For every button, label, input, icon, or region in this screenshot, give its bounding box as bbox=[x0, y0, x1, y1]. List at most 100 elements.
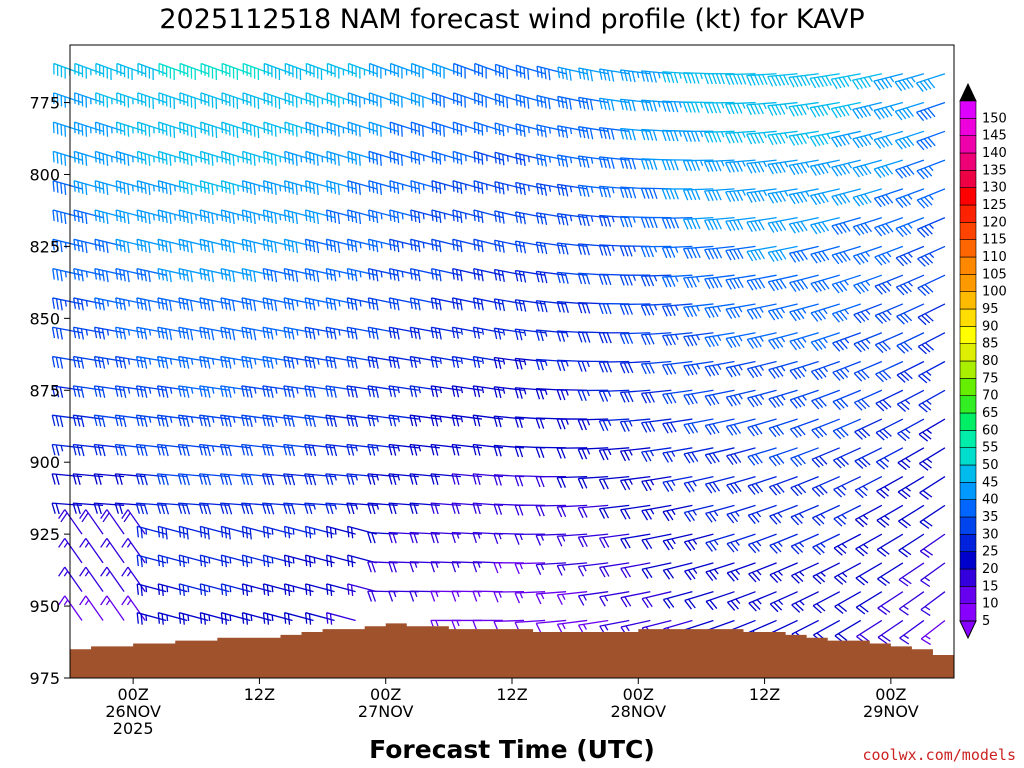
wind-barb bbox=[241, 414, 272, 428]
wind-barb bbox=[768, 389, 798, 409]
wind-barb bbox=[367, 443, 398, 456]
wind-barb bbox=[724, 130, 756, 144]
wind-barb bbox=[74, 62, 104, 79]
wind-barb bbox=[493, 356, 525, 369]
wind-barb bbox=[473, 92, 504, 108]
wind-barb bbox=[283, 554, 314, 568]
x-tick-label: 27NOV bbox=[358, 702, 414, 721]
wind-barb bbox=[898, 504, 925, 529]
wind-barb bbox=[619, 389, 651, 403]
wind-barb bbox=[241, 180, 272, 195]
wind-barb bbox=[261, 473, 293, 486]
wind-barb bbox=[304, 209, 335, 225]
wind-barb bbox=[347, 180, 377, 195]
wind-barb bbox=[598, 97, 630, 111]
wind-barb bbox=[262, 385, 293, 398]
wind-barb bbox=[79, 595, 104, 621]
wind-barb bbox=[514, 387, 546, 399]
wind-barb bbox=[557, 125, 588, 139]
wind-barb bbox=[874, 303, 904, 324]
wind-barb bbox=[367, 297, 398, 311]
wind-barb bbox=[515, 123, 546, 137]
wind-barb bbox=[896, 389, 925, 412]
wind-barb bbox=[262, 238, 293, 254]
wind-barb bbox=[833, 504, 862, 527]
wind-barb bbox=[556, 301, 588, 314]
wind-barb bbox=[178, 297, 209, 312]
wind-barb bbox=[451, 385, 483, 398]
colorbar-segment bbox=[959, 135, 977, 154]
wind-barb bbox=[661, 274, 693, 288]
wind-barb bbox=[179, 62, 209, 80]
wind-barb bbox=[178, 583, 209, 596]
wind-barb bbox=[683, 475, 714, 493]
wind-barb bbox=[241, 355, 272, 369]
wind-barb bbox=[389, 150, 419, 166]
wind-barb bbox=[536, 65, 567, 81]
wind-barb bbox=[494, 151, 525, 166]
wind-barb bbox=[662, 504, 693, 522]
wind-barb bbox=[556, 330, 588, 342]
wind-barb bbox=[158, 92, 188, 110]
wind-barb bbox=[920, 619, 946, 646]
wind-barb bbox=[51, 355, 83, 369]
wind-barb bbox=[515, 64, 546, 80]
wind-barb bbox=[811, 447, 840, 468]
colorbar-label: 105 bbox=[982, 267, 1007, 282]
wind-barb bbox=[262, 612, 293, 625]
wind-barb bbox=[430, 297, 461, 311]
wind-barb bbox=[853, 332, 883, 353]
colorbar-segment bbox=[959, 412, 977, 431]
wind-barb bbox=[812, 591, 841, 614]
wind-barb bbox=[409, 355, 440, 369]
wind-barb bbox=[199, 150, 230, 166]
colorbar-label: 135 bbox=[982, 163, 1007, 178]
wind-barb bbox=[577, 418, 609, 431]
wind-barb bbox=[283, 297, 314, 311]
wind-barb bbox=[832, 418, 862, 440]
wind-barb bbox=[430, 590, 461, 602]
wind-barb bbox=[874, 274, 904, 295]
wind-barb bbox=[832, 360, 861, 381]
wind-barb bbox=[556, 504, 588, 518]
wind-barb bbox=[873, 101, 904, 120]
wind-barb bbox=[410, 62, 441, 79]
wind-barb bbox=[556, 562, 588, 576]
wind-barb bbox=[178, 326, 209, 341]
wind-barb bbox=[136, 209, 167, 225]
wind-barb bbox=[917, 274, 946, 297]
wind-barb bbox=[767, 73, 798, 87]
wind-barb bbox=[388, 385, 419, 398]
wind-barb bbox=[431, 238, 462, 253]
wind-barb bbox=[409, 561, 440, 573]
wind-barb bbox=[263, 92, 293, 110]
wind-barb bbox=[894, 130, 925, 150]
wind-barb bbox=[748, 562, 777, 583]
wind-barb bbox=[240, 473, 272, 486]
wind-barb bbox=[94, 121, 125, 137]
wind-barb bbox=[51, 297, 83, 311]
wind-barb bbox=[662, 591, 693, 609]
wind-barb bbox=[220, 209, 251, 225]
wind-barb bbox=[409, 590, 440, 602]
wind-barb bbox=[747, 533, 777, 554]
wind-barb bbox=[746, 303, 777, 320]
wind-barb bbox=[430, 414, 461, 427]
wind-barb bbox=[876, 476, 904, 499]
wind-barb bbox=[114, 355, 146, 369]
wind-barb bbox=[283, 583, 314, 596]
wind-barb bbox=[304, 612, 335, 625]
wind-barb bbox=[896, 303, 925, 325]
colorbar-segment bbox=[959, 100, 977, 119]
wind-barb bbox=[788, 245, 819, 263]
wind-barb bbox=[121, 566, 146, 593]
wind-barb bbox=[811, 418, 840, 439]
wind-barb bbox=[704, 245, 735, 260]
colorbar-segment bbox=[959, 430, 977, 448]
wind-barb bbox=[746, 130, 777, 145]
wind-barb bbox=[809, 159, 840, 176]
wind-barb bbox=[725, 159, 756, 173]
wind-barb bbox=[52, 180, 83, 195]
wind-barb bbox=[620, 591, 651, 608]
wind-barb bbox=[812, 562, 841, 585]
